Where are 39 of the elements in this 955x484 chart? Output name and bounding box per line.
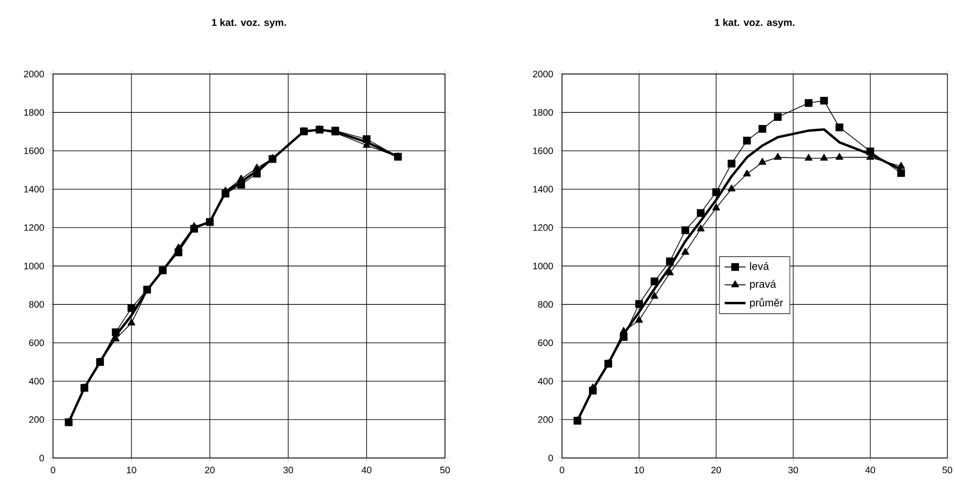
y-tick-label: 1000 (24, 262, 44, 270)
x-tick-label: 40 (865, 466, 876, 474)
y-tick-label: 200 (29, 416, 44, 423)
y-tick-label: 2000 (532, 70, 553, 78)
x-tick-label: 30 (283, 466, 294, 474)
legend-label: pravá (750, 280, 776, 290)
x-tick-label: 30 (788, 466, 798, 474)
y-tick-label: 1600 (533, 148, 553, 154)
y-tick-label: 1000 (533, 262, 553, 270)
y-tick-label: 1400 (24, 186, 44, 192)
x-tick-label: 10 (634, 466, 644, 474)
legend-label: průměr (750, 298, 784, 309)
y-tick-label: 1200 (24, 224, 44, 231)
y-tick-label: 600 (29, 339, 44, 346)
chart-title: 1 kat. voz. asym. (714, 18, 794, 28)
y-tick-label: 1400 (533, 186, 553, 192)
x-tick-label: 10 (126, 466, 136, 474)
y-tick-label: 400 (28, 378, 44, 384)
y-tick-label: 600 (538, 339, 553, 346)
y-tick-label: 800 (538, 301, 553, 308)
x-tick-label: 50 (942, 466, 952, 474)
y-tick-label: 1600 (24, 148, 44, 154)
chart-title: 1 kat. voz. sym. (212, 18, 286, 28)
legend-label: levá (750, 262, 769, 270)
y-tick-label: 2000 (24, 70, 44, 78)
y-tick-label: 1800 (533, 109, 553, 116)
y-tick-label: 0 (39, 454, 44, 462)
x-tick-label: 40 (362, 466, 372, 474)
x-tick-label: 20 (711, 466, 721, 474)
x-tick-label: 0 (50, 466, 56, 474)
y-tick-label: 0 (548, 454, 553, 462)
y-tick-label: 1200 (533, 224, 553, 231)
x-tick-label: 20 (205, 466, 215, 474)
y-tick-label: 800 (29, 301, 44, 308)
x-tick-label: 50 (440, 466, 450, 474)
x-tick-label: 0 (560, 466, 564, 474)
y-tick-label: 200 (538, 416, 553, 423)
y-tick-label: 400 (538, 378, 553, 384)
y-tick-label: 1800 (24, 109, 44, 116)
